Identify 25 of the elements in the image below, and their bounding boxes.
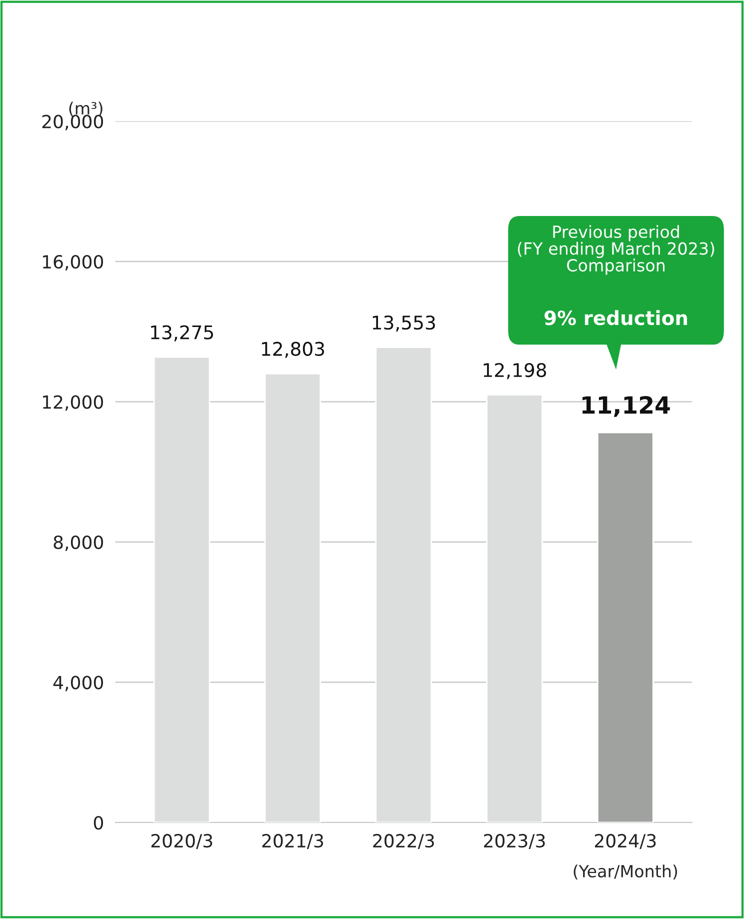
y-tick-label: 4,000 [53,676,104,692]
annotation: 9% reduction [544,310,688,326]
data-label: 12,803 [262,342,324,358]
y-axis-title: (m³) [69,102,102,117]
data-label: 12,198 [484,363,546,380]
y-tick-label: 20,000 [42,114,104,130]
y-tick-label: 16,000 [43,255,104,271]
bar [153,356,210,823]
data-label: 11,124 [582,396,670,417]
data-label: 13,553 [372,316,435,332]
x-tick-label: 2024/3 [594,834,656,850]
x-tick-label: 2020/3 [151,834,212,850]
y-tick-label: 8,000 [54,535,104,551]
bar [596,432,654,823]
x-tick-label: 2023/3 [484,834,545,850]
x-tick-label: 2021/3 [262,834,324,850]
y-tick-label: 0 [94,816,104,830]
bar [264,372,322,823]
bar [375,346,432,823]
y-tick-label: 12,000 [43,395,104,411]
x-axis-title: (Year/Month) [574,864,678,880]
data-label: 13,275 [151,325,214,342]
annotation: Previous period (FY ending March 2023) Comparison [518,225,714,275]
bar [486,394,543,823]
x-tick-label: 2022/3 [373,834,434,850]
